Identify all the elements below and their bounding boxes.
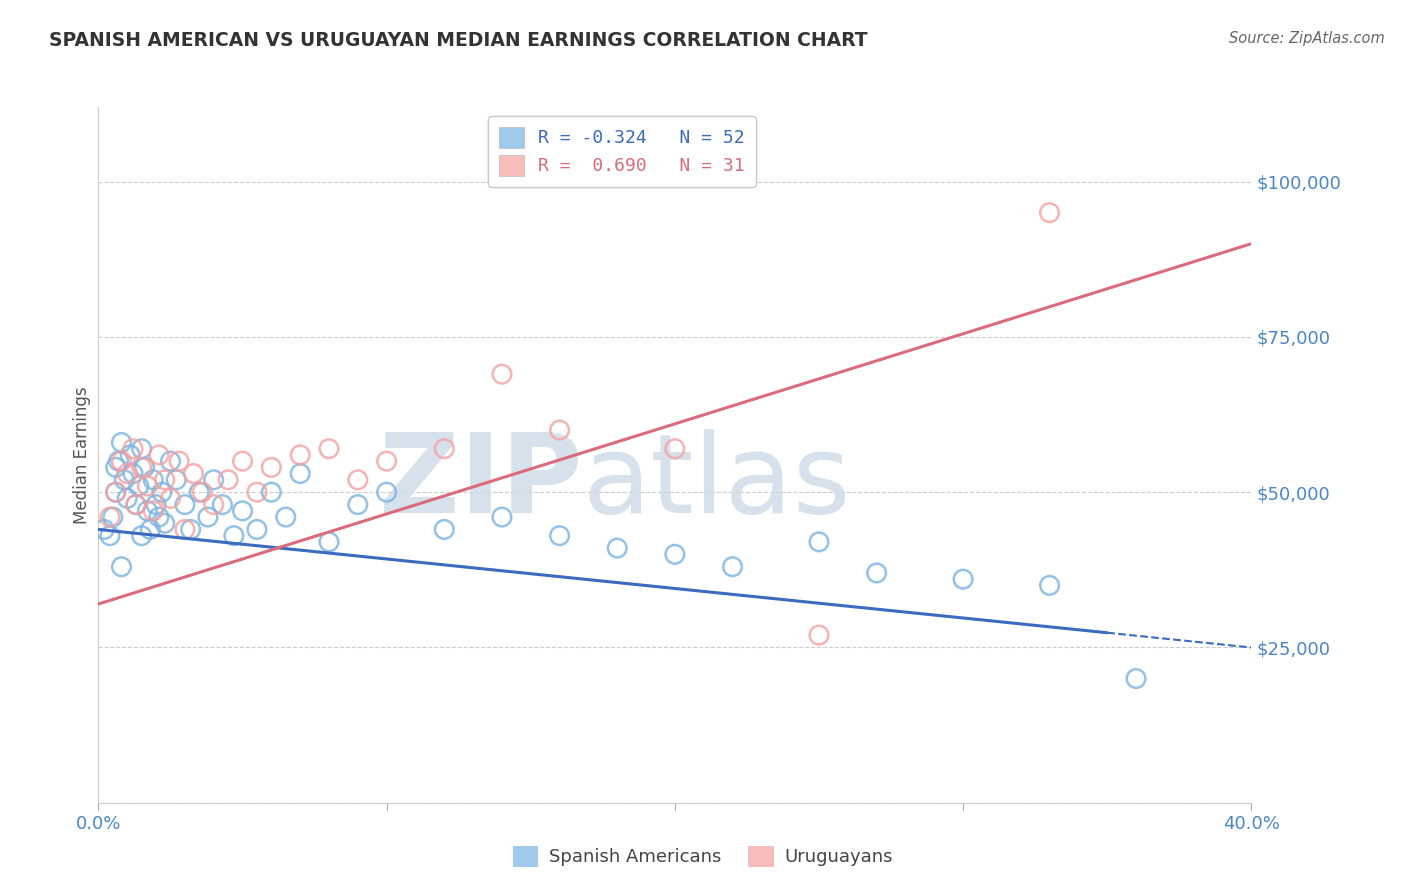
Point — [174, 498, 197, 512]
Point — [110, 559, 132, 574]
Point — [150, 485, 173, 500]
Point — [548, 529, 571, 543]
Point — [159, 491, 181, 506]
Point — [110, 435, 132, 450]
Point — [104, 460, 127, 475]
Point — [98, 529, 121, 543]
Y-axis label: Median Earnings: Median Earnings — [73, 386, 91, 524]
Point — [1125, 672, 1147, 686]
Point — [375, 454, 398, 468]
Point — [165, 473, 187, 487]
Point — [153, 516, 176, 531]
Text: ZIP: ZIP — [380, 429, 582, 536]
Point — [122, 467, 145, 481]
Point — [104, 485, 127, 500]
Point — [183, 467, 205, 481]
Point — [188, 485, 211, 500]
Point — [346, 473, 368, 487]
Point — [318, 534, 340, 549]
Point — [491, 367, 513, 381]
Point — [128, 479, 150, 493]
Point — [117, 491, 139, 506]
Point — [246, 523, 269, 537]
Point — [117, 467, 139, 481]
Point — [125, 498, 148, 512]
Point — [93, 523, 115, 537]
Point — [721, 559, 744, 574]
Point — [167, 454, 190, 468]
Point — [491, 510, 513, 524]
Point — [866, 566, 889, 580]
Point — [202, 498, 225, 512]
Point — [136, 479, 159, 493]
Point — [290, 467, 312, 481]
Point — [101, 510, 124, 524]
Point — [104, 485, 127, 500]
Point — [1038, 205, 1062, 219]
Point — [139, 523, 162, 537]
Point — [260, 460, 283, 475]
Point — [136, 504, 159, 518]
Point — [142, 473, 165, 487]
Point — [231, 454, 254, 468]
Text: atlas: atlas — [582, 429, 851, 536]
Point — [107, 454, 129, 468]
Point — [807, 628, 830, 642]
Point — [952, 572, 974, 586]
Point — [131, 460, 153, 475]
Legend: Spanish Americans, Uruguayans: Spanish Americans, Uruguayans — [506, 838, 900, 874]
Point — [290, 448, 312, 462]
Point — [131, 529, 153, 543]
Point — [1038, 578, 1062, 592]
Point — [153, 473, 176, 487]
Point — [159, 454, 181, 468]
Point — [222, 529, 245, 543]
Point — [433, 442, 456, 456]
Point — [274, 510, 297, 524]
Point — [125, 498, 148, 512]
Text: SPANISH AMERICAN VS URUGUAYAN MEDIAN EARNINGS CORRELATION CHART: SPANISH AMERICAN VS URUGUAYAN MEDIAN EAR… — [49, 31, 868, 50]
Point — [131, 442, 153, 456]
Point — [112, 473, 135, 487]
Point — [375, 485, 398, 500]
Point — [145, 498, 167, 512]
Point — [217, 473, 239, 487]
Point — [174, 523, 197, 537]
Point — [246, 485, 269, 500]
Point — [606, 541, 628, 555]
Point — [122, 442, 145, 456]
Point — [191, 485, 214, 500]
Point — [807, 534, 830, 549]
Point — [346, 498, 368, 512]
Point — [148, 448, 170, 462]
Point — [548, 423, 571, 437]
Point — [134, 460, 156, 475]
Point — [120, 448, 142, 462]
Point — [110, 454, 132, 468]
Point — [231, 504, 254, 518]
Point — [142, 504, 165, 518]
Point — [664, 442, 686, 456]
Point — [180, 523, 202, 537]
Point — [202, 473, 225, 487]
Point — [98, 510, 121, 524]
Legend: R = -0.324   N = 52, R =  0.690   N = 31: R = -0.324 N = 52, R = 0.690 N = 31 — [488, 116, 756, 186]
Point — [664, 547, 686, 561]
Point — [197, 510, 219, 524]
Point — [260, 485, 283, 500]
Point — [318, 442, 340, 456]
Point — [148, 510, 170, 524]
Text: Source: ZipAtlas.com: Source: ZipAtlas.com — [1229, 31, 1385, 46]
Point — [433, 523, 456, 537]
Point — [211, 498, 233, 512]
